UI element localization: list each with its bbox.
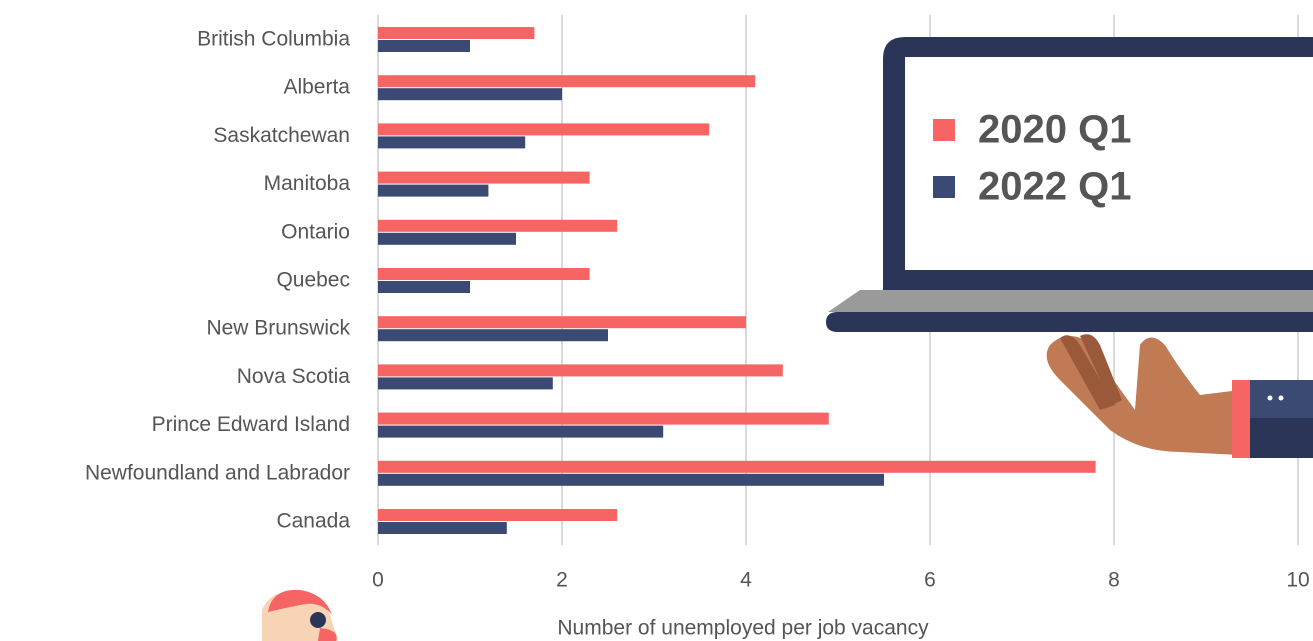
bar bbox=[378, 413, 829, 425]
x-tick-label: 2 bbox=[556, 569, 568, 592]
cuff bbox=[1232, 380, 1250, 458]
bar bbox=[378, 88, 562, 100]
bar bbox=[378, 522, 507, 534]
x-axis-label: Number of unemployed per job vacancy bbox=[557, 617, 929, 640]
bar bbox=[378, 136, 525, 148]
x-tick-label: 10 bbox=[1286, 569, 1309, 592]
legend-swatch bbox=[933, 176, 955, 198]
bar bbox=[378, 27, 534, 39]
hair-tie bbox=[310, 612, 326, 628]
y-tick-label: Ontario bbox=[281, 220, 350, 243]
bar bbox=[378, 426, 663, 438]
bar bbox=[378, 40, 470, 52]
bar bbox=[378, 172, 590, 184]
y-tick-label: New Brunswick bbox=[206, 317, 350, 340]
bar bbox=[378, 185, 488, 197]
y-tick-label: Alberta bbox=[283, 76, 350, 99]
person-illustration bbox=[262, 590, 338, 641]
laptop-screen bbox=[905, 57, 1313, 270]
legend-label: 2020 Q1 bbox=[978, 108, 1131, 152]
button bbox=[1268, 396, 1273, 401]
bar bbox=[378, 281, 470, 293]
bar bbox=[378, 364, 783, 376]
legend-label: 2022 Q1 bbox=[978, 165, 1131, 209]
y-tick-label: British Columbia bbox=[197, 28, 350, 51]
bar bbox=[378, 329, 608, 341]
bar bbox=[378, 233, 516, 245]
hand-illustration bbox=[1047, 334, 1313, 458]
laptop-keyboard bbox=[828, 290, 1313, 312]
bar bbox=[378, 268, 590, 280]
y-tick-label: Prince Edward Island bbox=[152, 413, 350, 436]
bar bbox=[378, 75, 755, 87]
bar bbox=[378, 474, 884, 486]
x-tick-label: 6 bbox=[924, 569, 936, 592]
y-tick-label: Quebec bbox=[276, 269, 350, 292]
y-tick-label: Manitoba bbox=[264, 172, 351, 195]
laptop-base bbox=[826, 312, 1313, 332]
bar bbox=[378, 316, 746, 328]
x-tick-label: 8 bbox=[1108, 569, 1120, 592]
bar bbox=[378, 123, 709, 135]
page: {"chart_data": {"type": "hbar", "x_label… bbox=[0, 0, 1313, 641]
y-tick-label: Canada bbox=[276, 510, 350, 533]
bar bbox=[378, 509, 617, 521]
y-tick-label: Saskatchewan bbox=[213, 124, 350, 147]
legend-swatch bbox=[933, 119, 955, 141]
x-tick-label: 4 bbox=[740, 569, 752, 592]
chart: 0 2 4 6 8 10 British Columbia Alberta Saskatche… bbox=[0, 0, 1313, 641]
x-tick-label: 0 bbox=[372, 569, 384, 592]
y-tick-label: Newfoundland and Labrador bbox=[85, 461, 350, 484]
bar bbox=[378, 220, 617, 232]
y-tick-label: Nova Scotia bbox=[237, 365, 351, 388]
bar bbox=[378, 377, 553, 389]
bar bbox=[378, 461, 1096, 473]
button bbox=[1279, 396, 1284, 401]
